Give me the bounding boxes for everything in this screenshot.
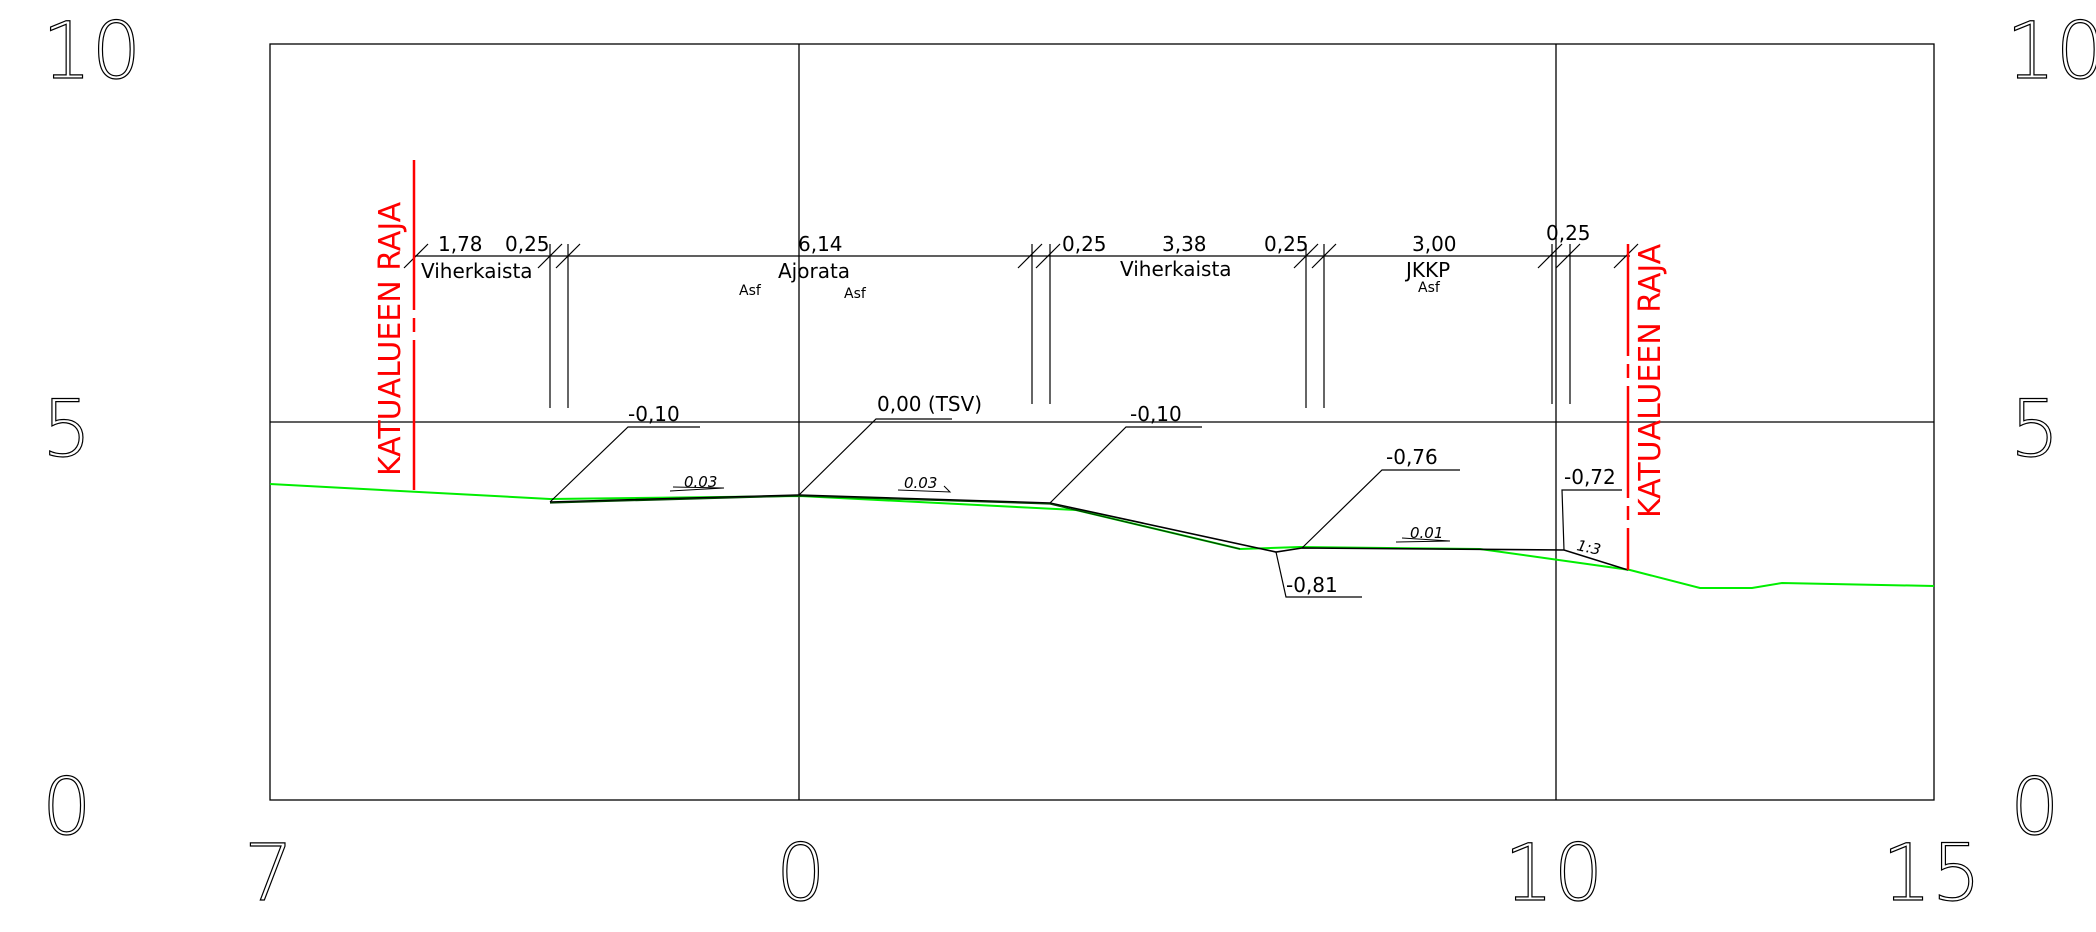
leader-center [798, 418, 952, 496]
elev-left-edge: -0,10 [628, 402, 680, 426]
dim-curb-3: 0,25 [1264, 232, 1309, 256]
material-asf-2: Asf [844, 286, 867, 302]
slope-arrow-right [897, 485, 952, 493]
border-label-right: KATUALUEEN RAJA [1633, 243, 1668, 518]
existing-ground-line [269, 483, 1935, 589]
elev-path-right: -0,72 [1564, 465, 1616, 489]
y-tick-right-10: 10 [2006, 7, 2096, 97]
y-tick-left-5: 5 [42, 385, 92, 475]
material-asf-3: Asf [1418, 280, 1441, 296]
design-surface-line [549, 494, 1629, 571]
slope-arrow-path [1395, 537, 1451, 543]
zone-jkpp: JKKP [1404, 258, 1450, 282]
y-tick-left-0: 0 [42, 763, 92, 853]
x-tick-15: 15 [1882, 829, 1981, 919]
dim-tick-3b [1035, 243, 1061, 269]
dim-tick-1 [403, 243, 429, 269]
dim-viherkaista-1: 1,78 [438, 232, 483, 256]
material-asf-1: Asf [739, 283, 762, 299]
slope-left-lane: 0.03 [684, 473, 717, 491]
slope-arrow-left [669, 486, 725, 492]
dim-curb-1: 0,25 [505, 232, 550, 256]
dim-jkpp: 3,00 [1412, 232, 1457, 256]
slope-right-lane: 0.03 [904, 474, 937, 492]
x-tick-10: 10 [1504, 829, 1603, 919]
zone-viherkaista-2: Viherkaista [1120, 257, 1232, 281]
dim-ajorata: 6,14 [798, 232, 843, 256]
y-tick-right-5: 5 [2010, 385, 2060, 475]
slope-embankment: 1:3 [1575, 536, 1602, 559]
design-surface-overlay [549, 495, 1241, 550]
elev-center: 0,00 (TSV) [877, 392, 982, 416]
y-tick-left-10: 10 [42, 7, 141, 97]
dim-tick-3a [1017, 243, 1043, 269]
elev-right-edge: -0,10 [1130, 402, 1182, 426]
leader-path-left [1301, 469, 1460, 549]
leader-path-right [1561, 489, 1622, 551]
elev-ditch-bottom: -0,81 [1286, 573, 1338, 597]
elev-path-left: -0,76 [1386, 445, 1438, 469]
leader-right-edge [1049, 426, 1202, 504]
slope-path: 0.01 [1410, 524, 1443, 542]
dim-tick-5b [1555, 243, 1581, 269]
dim-tick-5a [1537, 243, 1563, 269]
x-tick-0: 0 [776, 829, 826, 919]
dim-curb-4: 0,25 [1546, 221, 1591, 245]
y-tick-right-0: 0 [2010, 763, 2060, 853]
leader-left-edge [549, 426, 700, 503]
dim-viherkaista-2: 3,38 [1162, 232, 1207, 256]
leader-ditch-bottom [1275, 551, 1362, 598]
x-tick-7: 7 [244, 829, 294, 919]
dim-tick-6 [1613, 243, 1639, 269]
border-label-left: KATUALUEEN RAJA [373, 201, 408, 476]
dim-curb-2: 0,25 [1062, 232, 1107, 256]
zone-ajorata: Ajorata [778, 259, 850, 283]
zone-viherkaista-1: Viherkaista [421, 259, 533, 283]
